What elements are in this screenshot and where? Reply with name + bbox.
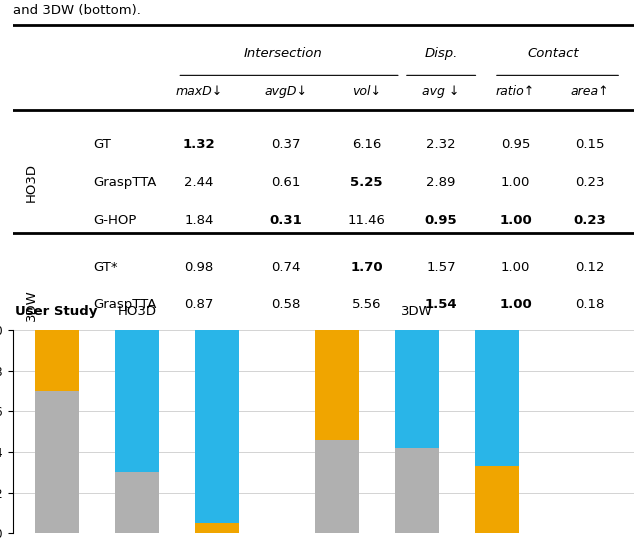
Text: and 3DW (bottom).: and 3DW (bottom). bbox=[13, 4, 141, 17]
Text: 0.23: 0.23 bbox=[575, 176, 605, 189]
Bar bbox=[195, 330, 239, 523]
Text: 0.37: 0.37 bbox=[271, 138, 301, 151]
Text: 0.25: 0.25 bbox=[574, 336, 607, 349]
Text: 11.46: 11.46 bbox=[348, 214, 385, 226]
Text: GT*: GT* bbox=[93, 261, 118, 274]
Text: 5.56: 5.56 bbox=[352, 299, 381, 312]
Text: User Study: User Study bbox=[15, 305, 97, 318]
Text: 1.32: 1.32 bbox=[183, 138, 215, 151]
Text: 0.12: 0.12 bbox=[575, 261, 605, 274]
Text: 2.89: 2.89 bbox=[426, 176, 456, 189]
Text: 0.74: 0.74 bbox=[182, 336, 216, 349]
Text: 1.57: 1.57 bbox=[426, 261, 456, 274]
Text: 0.95: 0.95 bbox=[501, 138, 531, 151]
Text: 1.00: 1.00 bbox=[501, 261, 531, 274]
Text: 0.98: 0.98 bbox=[184, 261, 214, 274]
Bar bbox=[396, 330, 439, 448]
Text: avgD↓: avgD↓ bbox=[264, 84, 307, 97]
Text: area↑: area↑ bbox=[571, 84, 609, 97]
Text: 5.25: 5.25 bbox=[351, 176, 383, 189]
Text: 2.44: 2.44 bbox=[184, 176, 214, 189]
Text: GraspTTA: GraspTTA bbox=[93, 299, 157, 312]
Text: 0.93: 0.93 bbox=[501, 336, 531, 349]
Text: 1.85: 1.85 bbox=[426, 336, 456, 349]
Text: Contact: Contact bbox=[527, 47, 579, 60]
Text: G-HOP: G-HOP bbox=[93, 336, 137, 349]
Text: 0.58: 0.58 bbox=[271, 299, 301, 312]
Text: vol↓: vol↓ bbox=[352, 84, 381, 97]
Bar bbox=[315, 330, 359, 440]
Bar bbox=[396, 448, 439, 533]
Text: GT: GT bbox=[93, 138, 111, 151]
Text: GraspTTA: GraspTTA bbox=[93, 176, 157, 189]
Text: 17.40: 17.40 bbox=[348, 336, 385, 349]
Bar bbox=[315, 440, 359, 533]
Text: 0.15: 0.15 bbox=[575, 138, 605, 151]
Bar bbox=[115, 330, 159, 472]
Text: 0.87: 0.87 bbox=[184, 299, 214, 312]
Bar bbox=[476, 330, 520, 466]
Text: 0.18: 0.18 bbox=[575, 299, 605, 312]
Text: Intersection: Intersection bbox=[243, 47, 322, 60]
Text: maxD↓: maxD↓ bbox=[175, 84, 223, 97]
Text: 0.74: 0.74 bbox=[271, 261, 301, 274]
Text: HO3D: HO3D bbox=[25, 163, 38, 202]
Bar bbox=[35, 391, 79, 533]
Text: HO3D: HO3D bbox=[118, 305, 156, 318]
Text: avg ↓: avg ↓ bbox=[422, 84, 460, 97]
Bar bbox=[476, 466, 520, 533]
Text: 0.31: 0.31 bbox=[269, 214, 302, 226]
Text: 2.32: 2.32 bbox=[426, 138, 456, 151]
Text: 6.16: 6.16 bbox=[352, 138, 381, 151]
Text: 0.61: 0.61 bbox=[271, 176, 301, 189]
Text: 1.84: 1.84 bbox=[184, 214, 214, 226]
Bar bbox=[35, 330, 79, 391]
Text: G-HOP: G-HOP bbox=[93, 214, 137, 226]
Bar bbox=[115, 472, 159, 533]
Text: 1.00: 1.00 bbox=[499, 214, 532, 226]
Text: 1.00: 1.00 bbox=[501, 176, 531, 189]
Text: 1.54: 1.54 bbox=[425, 299, 458, 312]
Text: Disp.: Disp. bbox=[424, 47, 458, 60]
Bar bbox=[195, 523, 239, 533]
Text: 3DW: 3DW bbox=[401, 305, 433, 318]
Text: 1.00: 1.00 bbox=[499, 299, 532, 312]
Text: 0.51: 0.51 bbox=[269, 336, 302, 349]
Text: 0.23: 0.23 bbox=[574, 214, 607, 226]
Text: ratio↑: ratio↑ bbox=[496, 84, 535, 97]
Text: 3DW: 3DW bbox=[25, 289, 38, 321]
Text: 1.70: 1.70 bbox=[350, 261, 383, 274]
Text: 0.95: 0.95 bbox=[425, 214, 458, 226]
